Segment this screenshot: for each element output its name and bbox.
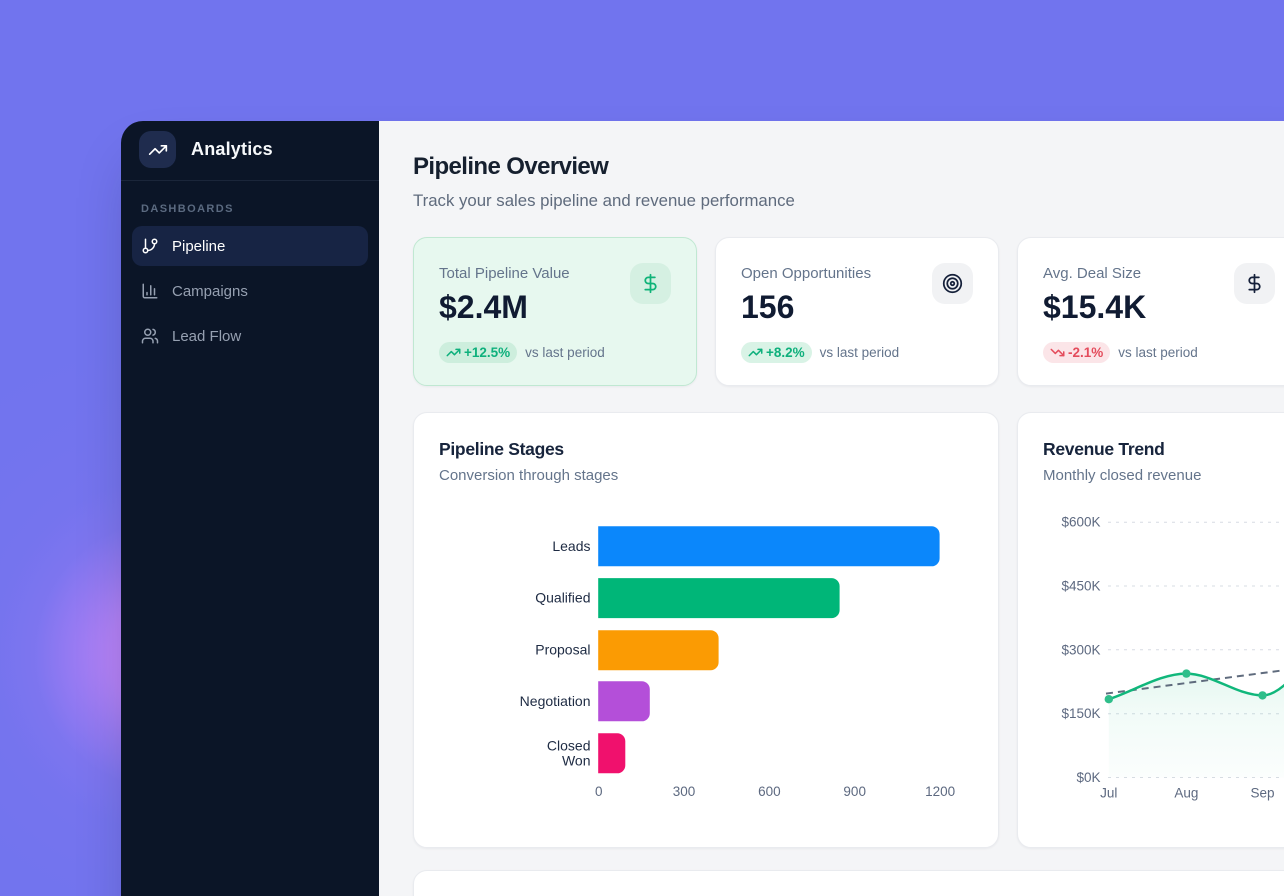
svg-text:$450K: $450K [1061,579,1100,594]
svg-text:900: 900 [843,784,866,799]
svg-text:Closed: Closed [547,737,591,753]
svg-text:$600K: $600K [1061,515,1100,530]
svg-text:600: 600 [758,784,781,799]
svg-text:Qualified: Qualified [535,590,590,606]
svg-text:Negotiation: Negotiation [520,693,591,709]
svg-text:Aug: Aug [1174,786,1198,801]
svg-text:0: 0 [595,784,603,799]
svg-text:Sep: Sep [1250,786,1274,801]
svg-text:300: 300 [673,784,696,799]
svg-text:$0K: $0K [1076,770,1100,785]
svg-text:Proposal: Proposal [535,642,590,658]
svg-text:1200: 1200 [925,784,955,799]
svg-text:Won: Won [562,752,591,768]
svg-text:$300K: $300K [1061,642,1100,657]
svg-text:$150K: $150K [1061,706,1100,721]
svg-text:Leads: Leads [552,538,590,554]
svg-text:Jul: Jul [1100,786,1117,801]
